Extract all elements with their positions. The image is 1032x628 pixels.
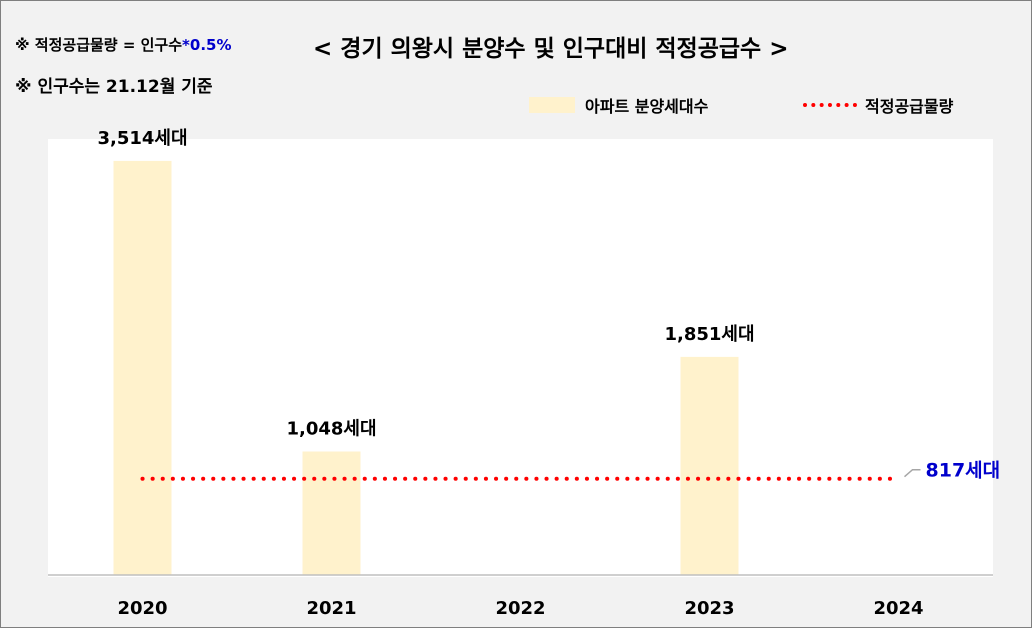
population-basis-note: ※ 인구수는 21.12월 기준 xyxy=(15,77,213,97)
target-line-label: 817세대 xyxy=(926,460,1001,482)
x-tick-label-2024: 2024 xyxy=(873,598,923,619)
formula-factor: *0.5% xyxy=(182,36,232,54)
bar-2023 xyxy=(680,356,739,575)
bar-2021 xyxy=(302,451,361,575)
x-tick-label-2023: 2023 xyxy=(684,598,734,619)
legend-bar-swatch xyxy=(529,97,575,113)
target-leader-line xyxy=(904,468,921,478)
x-tick-label-2021: 2021 xyxy=(306,598,356,619)
legend-item-bar: 아파트 분양세대수 xyxy=(529,93,708,117)
bar-label-2020: 3,514세대 xyxy=(97,128,187,149)
bar-label-2023: 1,851세대 xyxy=(664,324,754,345)
bar-label-2021: 1,048세대 xyxy=(286,419,376,440)
x-tick-label-2022: 2022 xyxy=(495,598,545,619)
formula-note: ※ 적정공급물량 = 인구수*0.5% xyxy=(15,34,231,55)
legend-line-swatch xyxy=(803,103,857,107)
legend-line-label: 적정공급물량 xyxy=(865,97,954,116)
bar-2020 xyxy=(113,160,172,575)
chart-title: < 경기 의왕시 분양수 및 인구대비 적정공급수 > xyxy=(313,36,789,62)
plot-area xyxy=(48,139,993,577)
x-tick-label-2020: 2020 xyxy=(117,598,167,619)
legend-item-line: 적정공급물량 xyxy=(803,93,953,117)
formula-prefix: ※ 적정공급물량 = 인구수 xyxy=(15,36,183,54)
legend-bar-label: 아파트 분양세대수 xyxy=(585,97,709,116)
